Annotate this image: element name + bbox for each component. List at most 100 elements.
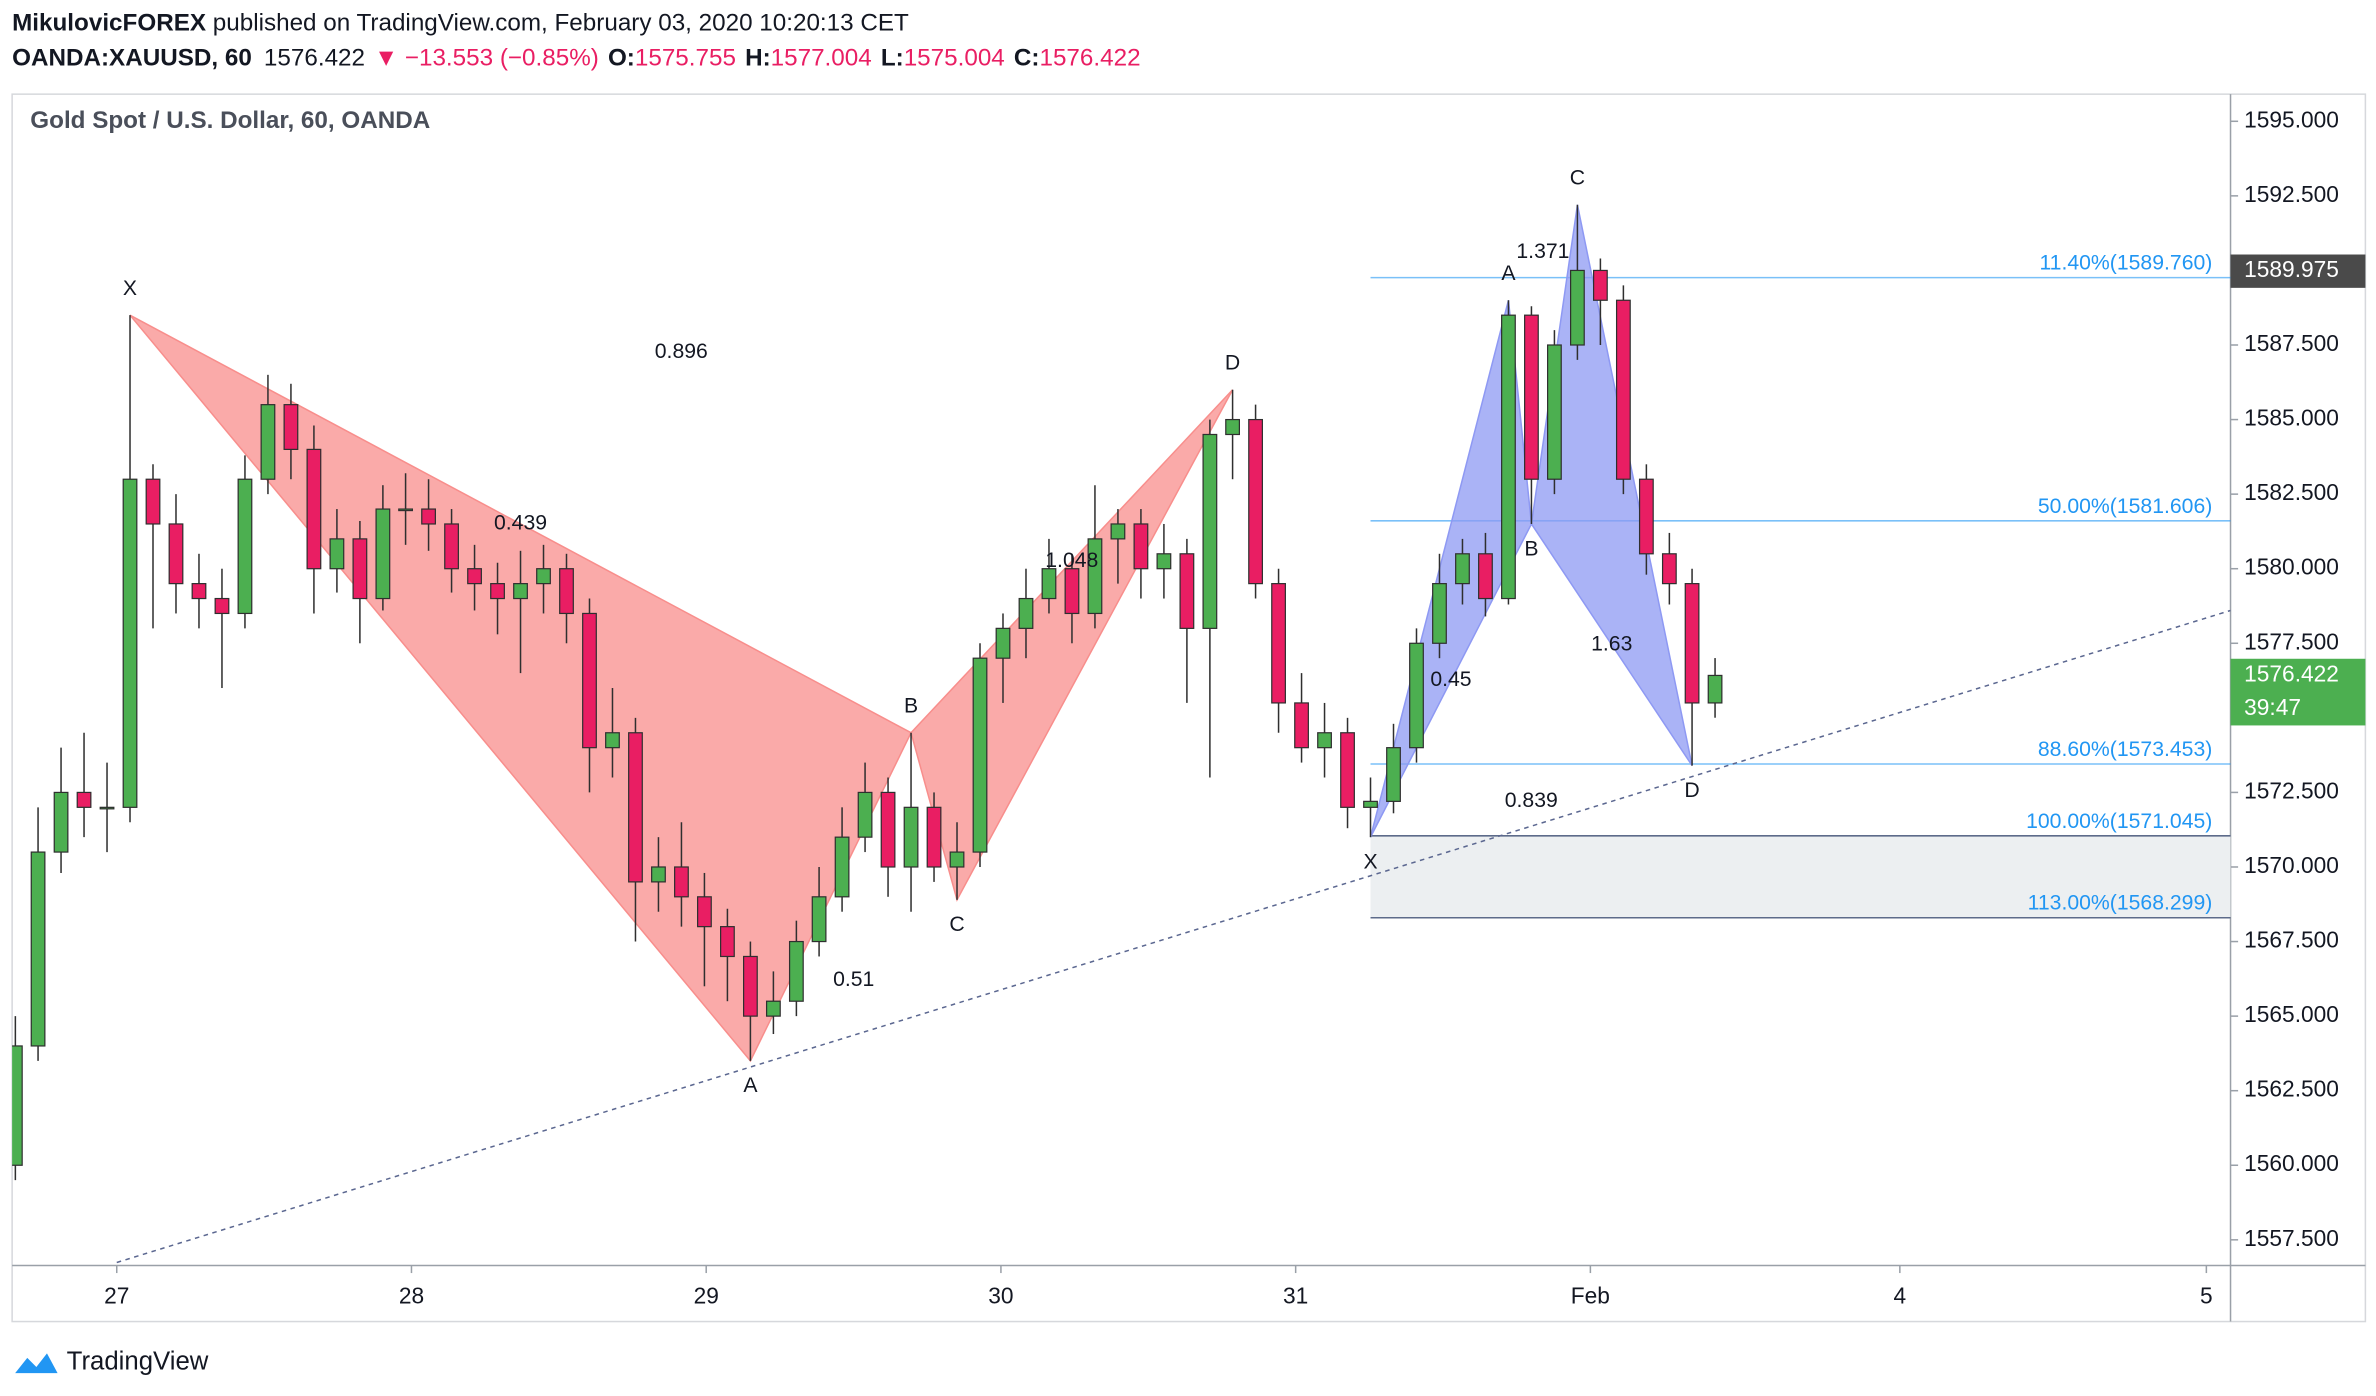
pattern-ratio: 0.45 xyxy=(1430,668,1471,691)
y-tick-label: 1560.000 xyxy=(2244,1150,2339,1176)
candle-body xyxy=(559,568,574,615)
pattern-point-label: A xyxy=(743,1074,758,1097)
pattern-ratio: 1.371 xyxy=(1516,240,1569,263)
candle-body xyxy=(444,523,459,570)
y-tick-label: 1570.000 xyxy=(2244,852,2339,878)
candle-body xyxy=(1225,418,1241,436)
ohlc-value: 1575.004 xyxy=(904,45,1005,72)
pattern-point-label: X xyxy=(123,277,137,300)
candle-body xyxy=(720,926,735,958)
symbol: OANDA:XAUUSD, 60 xyxy=(12,45,252,72)
pattern-point-label: D xyxy=(1684,779,1699,802)
candle-body xyxy=(329,538,345,570)
candle-body xyxy=(398,508,413,512)
y-tick-label: 1582.500 xyxy=(2244,479,2339,505)
y-tick-label: 1567.500 xyxy=(2244,927,2339,953)
y-tick-label: 1585.000 xyxy=(2244,405,2339,431)
candle-body xyxy=(99,806,115,810)
candle-body xyxy=(53,791,69,853)
publisher: MikulovicFOREX xyxy=(12,10,206,37)
candle-body xyxy=(1202,433,1218,629)
candle-body xyxy=(1455,553,1470,585)
ohlc-value: 1577.004 xyxy=(771,45,872,72)
x-tick-label: 27 xyxy=(104,1282,129,1308)
price-tag-label: 1576.422 xyxy=(2244,660,2339,686)
ohlc-key: O: xyxy=(608,45,635,72)
candle-body xyxy=(306,448,322,570)
fib-label: 11.40%(1589.760) xyxy=(2039,252,2212,275)
ohlc-key: H: xyxy=(745,45,771,72)
y-tick-label: 1562.500 xyxy=(2244,1076,2339,1102)
candle-body xyxy=(628,732,643,883)
change: ▼ −13.553 (−0.85%) xyxy=(374,45,599,72)
candle-body xyxy=(765,1000,781,1017)
countdown: 39:47 xyxy=(2244,694,2301,720)
last-price: 1576.422 xyxy=(264,45,365,72)
candle-body xyxy=(1570,269,1585,346)
pattern-ratio: 0.839 xyxy=(1505,789,1558,812)
pattern-ratio: 0.51 xyxy=(833,968,874,991)
candle-body xyxy=(582,612,597,749)
header-line-1: MikulovicFOREX published on TradingView.… xyxy=(12,10,909,37)
candle-body xyxy=(1547,344,1562,480)
candle-body xyxy=(1386,747,1401,802)
candle-body xyxy=(1087,538,1103,615)
y-tick-label: 1557.500 xyxy=(2244,1225,2339,1251)
candle-body xyxy=(834,836,850,898)
candle-body xyxy=(811,896,827,943)
candle-body xyxy=(1248,418,1263,585)
fib-label: 88.60%(1573.453) xyxy=(2038,738,2212,761)
candles xyxy=(12,204,1723,1181)
x-tick-label: 29 xyxy=(694,1282,719,1308)
candle-body xyxy=(214,597,230,615)
candle-body xyxy=(995,627,1011,659)
pattern-ratio: 1.63 xyxy=(1591,632,1632,655)
x-tick-label: 28 xyxy=(399,1282,424,1308)
candle-body xyxy=(12,1045,23,1166)
pattern-ratio: 0.439 xyxy=(494,512,547,535)
pattern-point-label: C xyxy=(949,913,964,936)
candle-body xyxy=(1041,568,1057,600)
pattern-point-label: X xyxy=(1363,851,1377,874)
plot xyxy=(12,204,2231,1264)
candle-body xyxy=(1363,800,1378,808)
candle-body xyxy=(513,583,528,600)
candle-body xyxy=(375,508,391,600)
candle-body xyxy=(467,568,482,585)
y-tick-label: 1577.500 xyxy=(2244,628,2339,654)
candle-body xyxy=(1592,269,1608,301)
candle-body xyxy=(742,955,758,1017)
ohlc-value: 1576.422 xyxy=(1039,45,1140,72)
candle-body xyxy=(352,538,368,600)
price-tag xyxy=(2230,254,2366,288)
candle-body xyxy=(1317,732,1332,749)
pattern-point-label: A xyxy=(1501,262,1516,285)
candle-body xyxy=(1409,642,1424,749)
candle-body xyxy=(651,866,666,883)
x-tick-label: 4 xyxy=(1894,1282,1907,1308)
x-tick-label: Feb xyxy=(1571,1282,1610,1308)
candle-body xyxy=(421,508,436,525)
y-tick-label: 1565.000 xyxy=(2244,1001,2339,1027)
x-tick-label: 30 xyxy=(988,1282,1013,1308)
pattern-triangle xyxy=(129,314,913,1063)
pattern-ratio: 1.048 xyxy=(1045,549,1098,572)
pattern-point-label: B xyxy=(1524,537,1538,560)
ohlc-key: L: xyxy=(881,45,904,72)
candle-body xyxy=(1615,299,1631,480)
candle-body xyxy=(1684,583,1700,704)
price-tag xyxy=(2230,658,2366,726)
candle-body xyxy=(949,851,965,868)
candle-body xyxy=(1524,314,1539,480)
candle-body xyxy=(1638,478,1654,555)
candle-body xyxy=(605,732,620,749)
pattern-point-label: D xyxy=(1225,352,1240,375)
candle-body xyxy=(857,791,873,838)
candle-body xyxy=(122,478,138,808)
pattern-triangle xyxy=(1530,204,1693,766)
y-tick-label: 1587.500 xyxy=(2244,330,2339,356)
logo-icon xyxy=(15,1353,58,1374)
candle-body xyxy=(1501,314,1516,600)
